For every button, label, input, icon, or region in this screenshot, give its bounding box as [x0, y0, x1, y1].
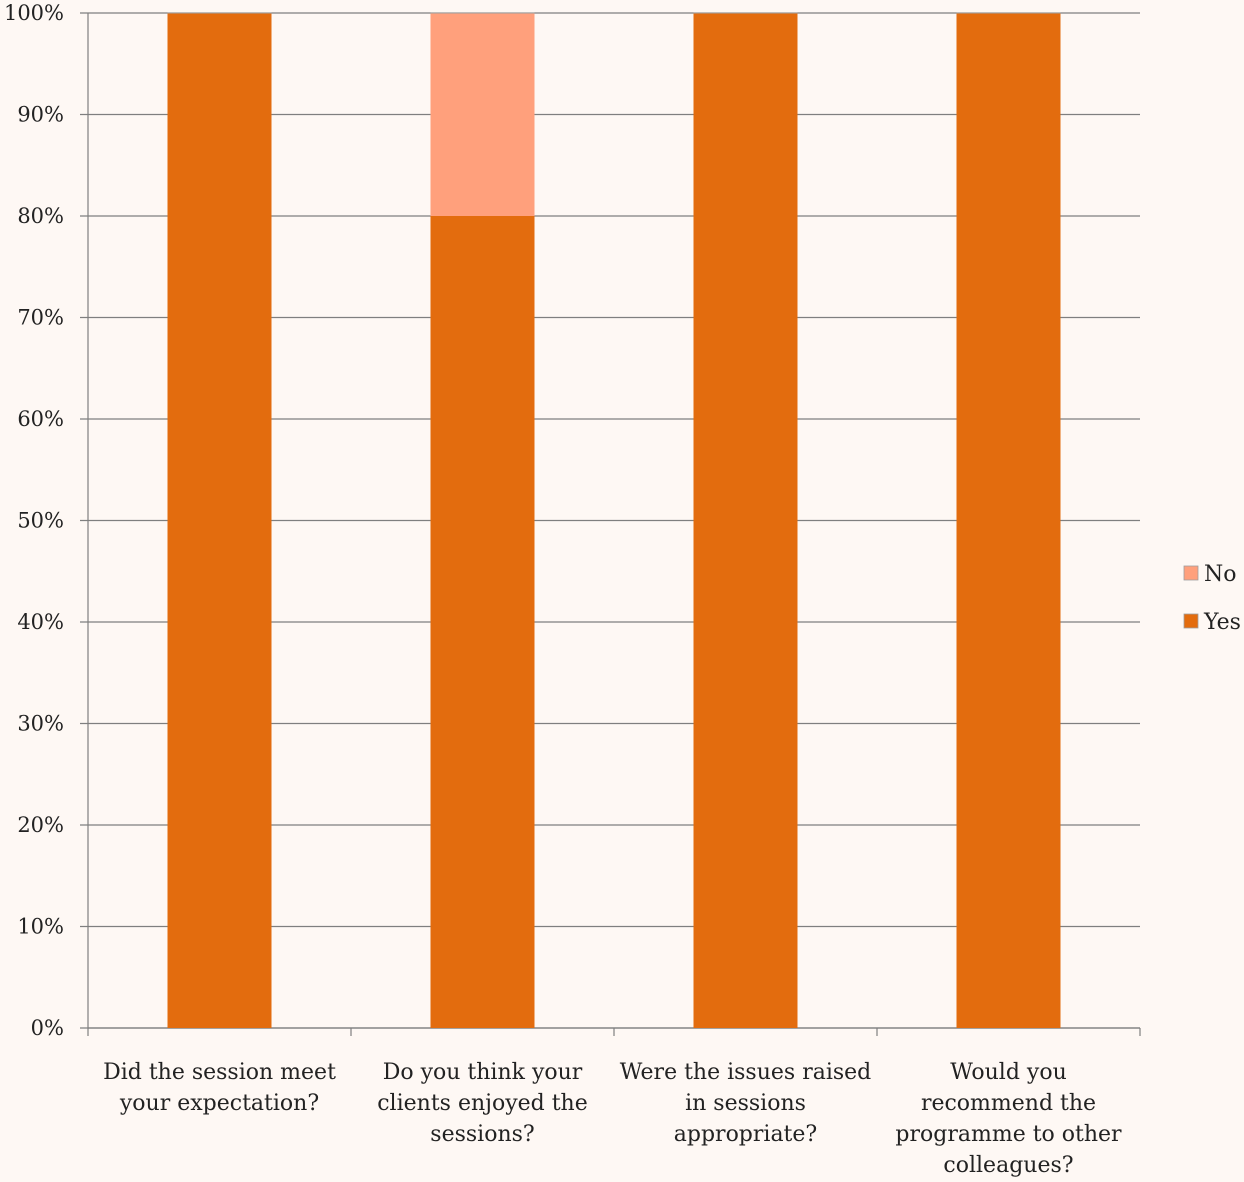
x-category-label: recommend the	[921, 1091, 1096, 1116]
y-tick-label: 10%	[17, 915, 64, 939]
y-tick-label: 70%	[17, 306, 64, 330]
bar-yes-3	[956, 13, 1061, 1028]
y-tick-label: 80%	[17, 204, 64, 228]
bar-yes-0	[167, 13, 272, 1028]
x-category-label: appropriate?	[674, 1122, 817, 1147]
x-category-label: Were the issues raised	[620, 1060, 872, 1085]
bar-yes-2	[693, 13, 798, 1028]
y-tick-label: 40%	[17, 610, 64, 634]
legend-swatch-no	[1183, 565, 1199, 581]
x-category-label: Would you	[950, 1060, 1067, 1085]
x-category-label: Do you think your	[383, 1060, 583, 1085]
y-tick-label: 90%	[17, 103, 64, 127]
x-category-label: sessions?	[430, 1122, 534, 1147]
y-tick-label: 50%	[17, 509, 64, 533]
x-category-label: your expectation?	[119, 1091, 319, 1116]
x-category-label: Did the session meet	[103, 1060, 336, 1085]
bar-no-1	[430, 13, 535, 216]
x-category-label: colleagues?	[943, 1153, 1073, 1178]
y-tick-label: 100%	[4, 1, 64, 25]
legend-label-no: No	[1204, 562, 1237, 587]
y-tick-label: 20%	[17, 813, 64, 837]
legend-swatch-yes	[1183, 613, 1199, 629]
bar-yes-1	[430, 216, 535, 1028]
x-category-label: clients enjoyed the	[377, 1091, 588, 1116]
y-tick-label: 60%	[17, 407, 64, 431]
legend-label-yes: Yes	[1203, 610, 1241, 635]
x-category-label: programme to other	[895, 1122, 1122, 1147]
y-tick-label: 0%	[31, 1016, 64, 1040]
x-category-label: in sessions	[685, 1091, 806, 1116]
y-tick-label: 30%	[17, 712, 64, 736]
